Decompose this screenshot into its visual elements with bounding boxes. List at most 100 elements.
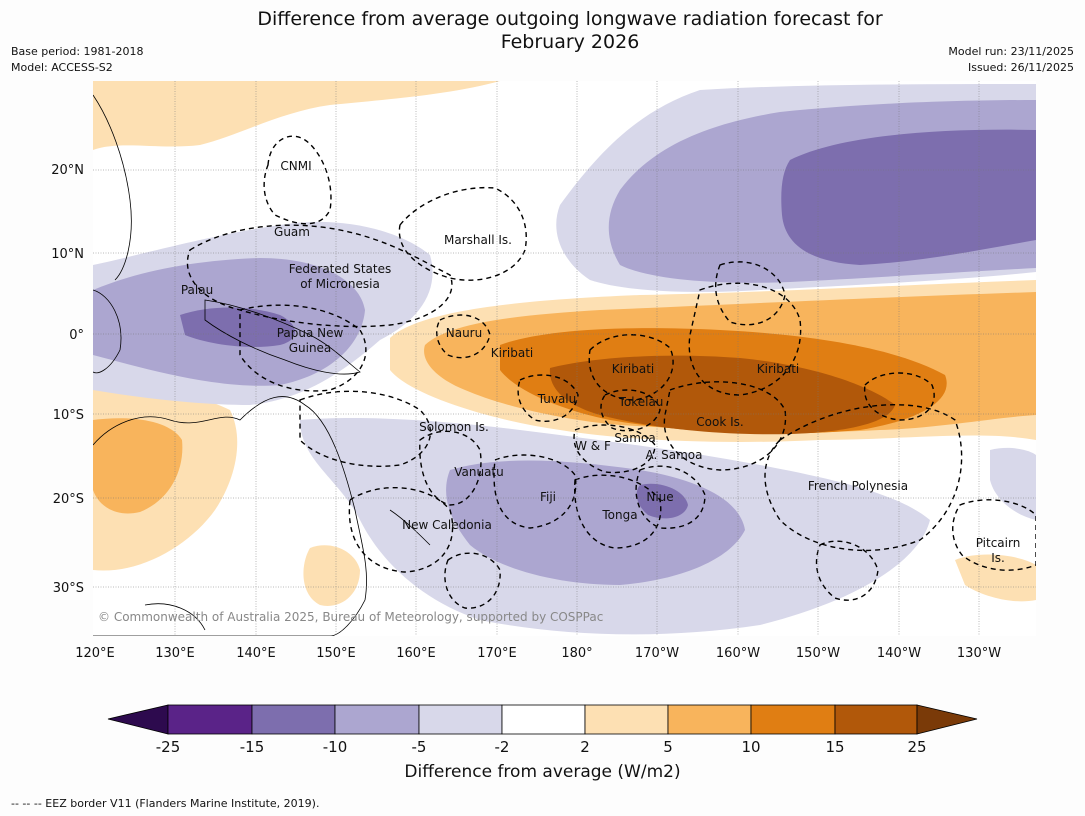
coast-new-zealand-edge bbox=[144, 603, 206, 631]
colorbar-tick-6: 5 bbox=[663, 738, 673, 756]
lon-label-130e: 130°E bbox=[155, 646, 195, 661]
coast-philippines bbox=[93, 94, 132, 281]
eez-pitcairn bbox=[952, 499, 1036, 571]
coast-new-caledonia bbox=[389, 509, 431, 546]
place-cook: Cook Is. bbox=[696, 415, 743, 429]
place-pitcairn-line1: Pitcairn bbox=[976, 536, 1021, 550]
colorbar-tick-0: -25 bbox=[156, 738, 181, 756]
eez-norfolk bbox=[444, 552, 501, 609]
eez-png bbox=[239, 304, 367, 392]
gridlines bbox=[93, 81, 1036, 636]
colorbar-under-arrow bbox=[107, 704, 169, 735]
colorbar-tick-3: -5 bbox=[412, 738, 427, 756]
colorbar-tick-5: 2 bbox=[580, 738, 590, 756]
eez-cnmi bbox=[263, 135, 332, 225]
colorbar-bin-0 bbox=[167, 704, 253, 735]
map-panel bbox=[93, 81, 1036, 636]
eez-marshall bbox=[398, 186, 527, 281]
place-solomon: Solomon Is. bbox=[419, 420, 489, 434]
lon-label-120e: 120°E bbox=[75, 646, 115, 661]
eez-borders bbox=[186, 135, 1036, 609]
eez-samoa bbox=[573, 424, 656, 474]
lat-label-10s: 10°S bbox=[53, 408, 84, 423]
colorbar-tick-4: -2 bbox=[495, 738, 510, 756]
place-american-samoa: A. Samoa bbox=[646, 448, 703, 462]
lon-label-160w: 160°W bbox=[716, 646, 760, 661]
anomaly-neg-strong-niue bbox=[636, 483, 688, 519]
place-png-line2: Guinea bbox=[289, 341, 332, 355]
place-tokelau: Tokelau bbox=[618, 395, 664, 409]
lon-label-130w: 130°W bbox=[957, 646, 1001, 661]
base-period: Base period: 1981-2018 bbox=[11, 45, 144, 58]
meta-left: Base period: 1981-2018 Model: ACCESS-S2 bbox=[11, 44, 143, 76]
colorbar-bin-3 bbox=[418, 704, 503, 735]
anomaly-neg-light-east bbox=[990, 447, 1036, 520]
place-pitcairn-line2: Is. bbox=[991, 551, 1005, 565]
place-tuvalu: Tuvalu bbox=[537, 392, 577, 406]
meta-right: Model run: 23/11/2025 Issued: 26/11/2025 bbox=[948, 44, 1074, 76]
place-fsm-line2: of Micronesia bbox=[300, 277, 380, 291]
lon-label-140e: 140°E bbox=[236, 646, 276, 661]
anomaly-pos-light-northwest bbox=[93, 81, 500, 150]
place-kiribati-line: Kiribati bbox=[757, 362, 799, 376]
eez-niue bbox=[635, 465, 706, 529]
colorbar-tick-8: 15 bbox=[825, 738, 844, 756]
lat-label-20s: 20°S bbox=[53, 492, 84, 507]
place-kiribati-phoenix: Kiribati bbox=[612, 362, 654, 376]
place-french-polynesia: French Polynesia bbox=[808, 479, 908, 493]
lat-label-20n: 20°N bbox=[51, 163, 84, 178]
colorbar: -25 -15 -10 -5 -2 2 5 10 15 25 bbox=[107, 704, 978, 756]
place-niue: Niue bbox=[646, 490, 673, 504]
title-line-2: February 2026 bbox=[500, 31, 640, 53]
lon-label-170w: 170°W bbox=[635, 646, 679, 661]
place-fiji: Fiji bbox=[540, 490, 556, 504]
lat-label-10n: 10°N bbox=[51, 247, 84, 262]
anomaly-neg-strong-north bbox=[781, 129, 1036, 265]
lat-axis: 20°N 10°N 0° 10°S 20°S 30°S bbox=[51, 163, 84, 596]
eez-kiribati-east bbox=[688, 282, 802, 396]
eez-cook bbox=[663, 381, 787, 471]
place-fsm-line1: Federated States bbox=[289, 262, 391, 276]
colorbar-tick-9: 25 bbox=[907, 738, 926, 756]
eez-solomon bbox=[299, 390, 431, 467]
place-kiribati-gilbert: Kiribati bbox=[491, 346, 533, 360]
place-new-caledonia: New Caledonia bbox=[402, 518, 492, 532]
eez-kiribati-west bbox=[436, 314, 491, 359]
colorbar-bin-2 bbox=[334, 704, 420, 735]
eez-fiji bbox=[493, 454, 577, 529]
colorbar-over-arrow bbox=[916, 704, 978, 735]
colorbar-tick-1: -15 bbox=[240, 738, 265, 756]
coast-australia bbox=[93, 396, 367, 636]
lon-label-140w: 140°W bbox=[877, 646, 921, 661]
lat-label-30s: 30°S bbox=[53, 581, 84, 596]
colorbar-bin-8 bbox=[834, 704, 918, 735]
place-wallis-futuna: W & F bbox=[575, 439, 611, 453]
colorbar-bin-1 bbox=[251, 704, 336, 735]
anomaly-pos-light-southeast bbox=[955, 554, 1036, 602]
copyright-notice: © Commonwealth of Australia 2025, Bureau… bbox=[98, 610, 604, 624]
eez-kiribati-central bbox=[588, 334, 674, 401]
chart-title: Difference from average outgoing longwav… bbox=[150, 8, 990, 54]
colorbar-title: Difference from average (W/m2) bbox=[404, 762, 681, 782]
place-marshall: Marshall Is. bbox=[444, 233, 512, 247]
lon-axis: 120°E 130°E 140°E 150°E 160°E 170°E 180°… bbox=[75, 646, 1001, 661]
model-name: Model: ACCESS-S2 bbox=[11, 61, 113, 74]
anomaly-pos-med-west bbox=[93, 418, 183, 514]
eez-fpoly-north bbox=[864, 372, 935, 421]
colorbar-bin-6 bbox=[667, 704, 752, 735]
colorbar-tick-2: -10 bbox=[323, 738, 348, 756]
place-labels: CNMI Guam Marshall Is. Federated States … bbox=[181, 159, 1020, 565]
coast-borneo bbox=[93, 289, 122, 374]
lon-label-150e: 150°E bbox=[316, 646, 356, 661]
colorbar-tick-7: 10 bbox=[741, 738, 760, 756]
lon-label-180: 180° bbox=[561, 646, 592, 661]
place-vanuatu: Vanuatu bbox=[454, 465, 504, 479]
eez-vanuatu bbox=[419, 430, 482, 506]
anomaly-pos-max-core bbox=[549, 355, 895, 435]
place-cnmi: CNMI bbox=[280, 159, 311, 173]
issued-date: Issued: 26/11/2025 bbox=[967, 61, 1074, 74]
lon-label-160e: 160°E bbox=[396, 646, 436, 661]
eez-tokelau bbox=[600, 389, 661, 432]
eez-tonga bbox=[574, 474, 662, 549]
